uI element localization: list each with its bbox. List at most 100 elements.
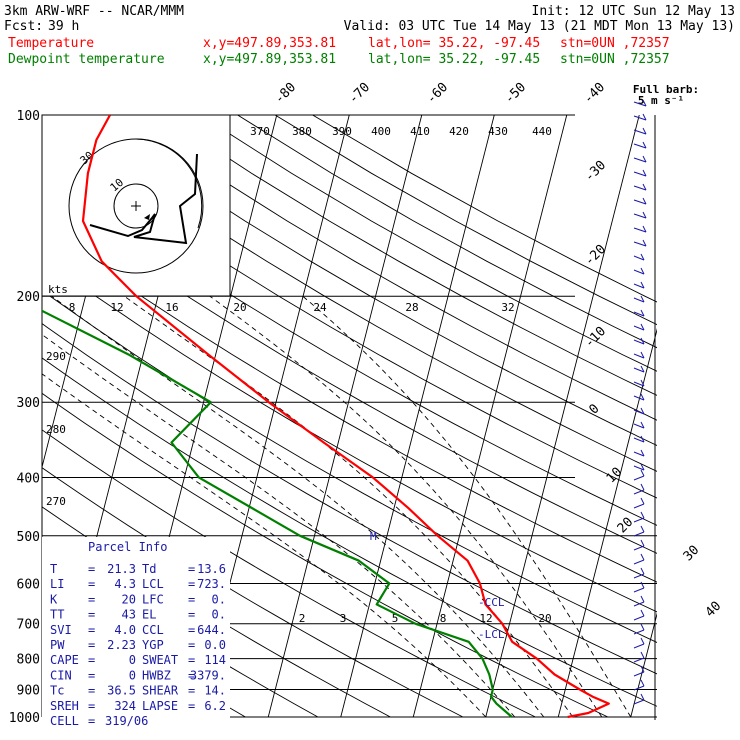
temperature-legend-label: Temperature <box>8 36 94 51</box>
mixing-ratio-label-lower: 8 <box>440 612 447 625</box>
parcel-row-value: 2.23 <box>107 638 136 652</box>
theta-e-label: 290 <box>46 350 66 363</box>
wind-barb-flag <box>640 497 645 505</box>
wind-barb-flag <box>642 113 647 121</box>
wind-barb-staff <box>633 241 647 247</box>
pressure-label: 700 <box>17 618 40 633</box>
wind-barb-staff <box>633 381 645 387</box>
dry-adiabat-line <box>42 165 657 526</box>
theta-label: 390 <box>332 125 352 138</box>
parcel-row-value: 36.5 <box>107 684 136 698</box>
hodograph-storm-arrow <box>144 214 150 220</box>
temperature-legend: Temperature x,y=497.89,353.81 lat,lon= 3… <box>8 36 670 51</box>
dry-adiabat-line <box>199 115 657 372</box>
parcel-info-title: Parcel Info <box>88 540 167 554</box>
parcel-row-equals: = <box>88 638 95 652</box>
wind-barb-staff <box>633 311 645 317</box>
pressure-label: 800 <box>17 653 40 668</box>
wind-barb-flag <box>640 295 645 303</box>
parcel-row-label: TT <box>50 608 64 622</box>
parcel-row-value: 4.3 <box>114 577 136 591</box>
parcel-row-equals: = <box>88 577 95 591</box>
parcel-row-label: CIN <box>50 668 72 682</box>
wind-barb-staff <box>633 601 645 607</box>
parcel-row-equals: = <box>88 592 95 606</box>
wind-barb-flag <box>640 623 645 631</box>
wind-barb-staff <box>633 255 645 261</box>
parcel-row-label: CELL <box>50 714 79 728</box>
parcel-row-label-2: CCL <box>142 623 164 637</box>
parcel-row-label-2: LAPSE <box>142 699 178 713</box>
mixing-ratio-label: 32 <box>501 301 514 314</box>
wind-barb-flag <box>640 665 645 673</box>
dry-adiabat-line <box>42 323 657 675</box>
wind-barb-flag <box>642 211 647 219</box>
parcel-row-label-2: YGP <box>142 638 164 652</box>
wind-barb-flag <box>640 651 645 659</box>
parcel-row-value-2: 0. <box>212 608 226 622</box>
parcel-row-equals-2: = <box>188 592 195 606</box>
parcel-row-label: Tc <box>50 684 64 698</box>
wind-barb-flag <box>642 239 647 247</box>
theta-e-label: 270 <box>46 495 66 508</box>
mixing-ratio-label-lower: 5 <box>392 612 399 625</box>
wind-barb-staff <box>633 503 645 509</box>
parcel-row-value-2: 3379. <box>190 668 226 682</box>
parcel-row-value-2: 0. <box>212 592 226 606</box>
dry-adiabat-line <box>312 115 657 303</box>
dry-adiabat-line <box>42 289 657 643</box>
wind-barb-flag <box>640 483 645 491</box>
parcel-row-value-2: 13.6 <box>197 562 226 576</box>
parcel-row-label-2: SWEAT <box>142 653 178 667</box>
wind-barb-staff <box>633 353 645 359</box>
mixing-ratio-label: 24 <box>313 301 327 314</box>
isotherm-line <box>630 612 657 718</box>
parcel-row-label: PW <box>50 638 65 652</box>
hodograph-unit: kts <box>48 283 68 296</box>
dry-adiabat-line <box>42 392 609 718</box>
wind-barb-staff <box>633 489 645 495</box>
wind-barb-staff <box>633 465 645 471</box>
parcel-annotations: -CCL -LCL M <box>370 530 505 641</box>
pressure-label: 100 <box>17 109 40 124</box>
parcel-row-label: T <box>50 562 57 576</box>
parcel-row-equals-2: = <box>188 638 195 652</box>
parcel-row-label: SREH <box>50 699 79 713</box>
dewpoint-legend-xy: x,y=497.89,353.81 <box>203 52 336 67</box>
wind-barb-staff <box>633 129 647 135</box>
wind-barb-staff <box>633 199 647 205</box>
parcel-row-value-2: 644. <box>197 623 226 637</box>
temperature-tick-label: -10 <box>582 324 609 351</box>
wind-barb-flag <box>640 567 645 575</box>
dewpoint-legend-station: stn=0UN ,72357 <box>560 52 670 67</box>
parcel-row-label: K <box>50 592 58 606</box>
parcel-row-label-2: EL <box>142 608 156 622</box>
temperature-tick-label: 0 <box>586 401 602 417</box>
dewpoint-legend: Dewpoint temperature x,y=497.89,353.81 l… <box>8 52 670 67</box>
wind-barb-flag <box>640 323 645 331</box>
temperature-tick-label: -60 <box>424 80 451 107</box>
mixing-ratio-label: 20 <box>233 301 246 314</box>
temperature-legend-latlon: lat,lon= 35.22, -97.45 <box>368 36 540 51</box>
parcel-row-equals: = <box>88 699 95 713</box>
dry-adiabat-line <box>162 115 657 396</box>
wind-panel-title: Full barb: <box>633 83 699 96</box>
init-time: Init: 12 UTC Sun 12 May 13 <box>532 4 736 19</box>
wind-barb-flag <box>640 379 645 387</box>
mixing-ratio-label-lower: 20 <box>538 612 551 625</box>
moist-adiabat-line <box>42 333 516 718</box>
wind-panel-subtitle: 5 m s⁻¹ <box>638 94 684 107</box>
wind-barb-flag <box>642 183 647 191</box>
pressure-label: 1000 <box>9 711 40 726</box>
wind-barb-staff <box>633 685 645 691</box>
wind-barb-staff <box>633 615 645 621</box>
parcel-row-label-2: Td <box>142 562 156 576</box>
temperature-tick-label: 40 <box>703 599 725 621</box>
parcel-row-label-2: SHEAR <box>142 684 179 698</box>
isotherm-line <box>485 115 640 718</box>
temperature-tick-label: -80 <box>272 80 299 107</box>
parcel-row-value: 20 <box>122 592 136 606</box>
moist-adiabat-line <box>124 295 574 718</box>
valid-time: Valid: 03 UTC Tue 14 May 13 (21 MDT Mon … <box>344 19 735 34</box>
pressure-label: 900 <box>17 683 40 698</box>
